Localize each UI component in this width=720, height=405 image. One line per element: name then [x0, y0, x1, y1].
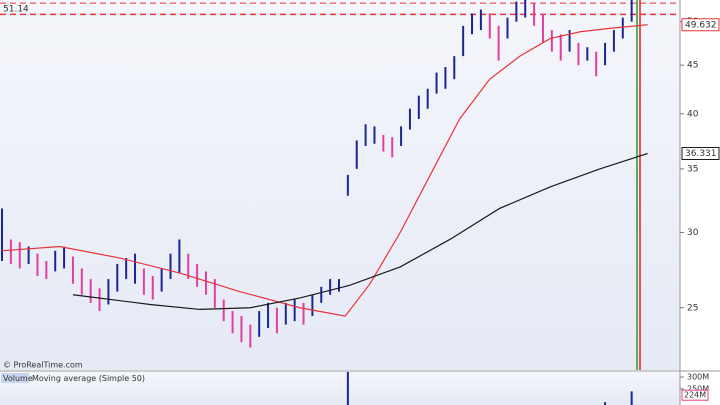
y-tick-label: 25	[687, 303, 698, 313]
last-value-label: 36.331	[685, 149, 717, 159]
y-tick-label: 35	[687, 164, 698, 174]
corner-price: 51.14	[3, 5, 29, 15]
volume-bar	[630, 391, 633, 405]
last-value-label: 49.632	[685, 20, 717, 30]
volume-tag-bg	[1, 373, 29, 383]
moving-average	[72, 152, 648, 311]
watermark: © ProRealTime.com	[3, 361, 83, 370]
y-tick-label: 40	[687, 109, 699, 119]
y-tick-label: 300M	[687, 373, 709, 382]
price-panel	[0, 0, 680, 370]
last-value-box	[681, 18, 720, 32]
y-tick-label: 30	[687, 228, 699, 238]
ma-value-box	[681, 389, 709, 401]
ma-value-label: 224M	[684, 391, 706, 400]
axis-panel	[680, 0, 720, 405]
volume-panel	[0, 372, 680, 405]
last-value-box	[681, 146, 720, 160]
volume-bar	[346, 372, 349, 405]
y-tick-label: 250M	[687, 384, 709, 393]
volume-bar	[604, 402, 607, 405]
moving-average	[1, 24, 648, 317]
volume-ma-name: Moving average (Simple 50)	[32, 374, 145, 383]
volume-title: Volume	[3, 374, 33, 383]
y-tick-label: 45	[687, 61, 698, 71]
